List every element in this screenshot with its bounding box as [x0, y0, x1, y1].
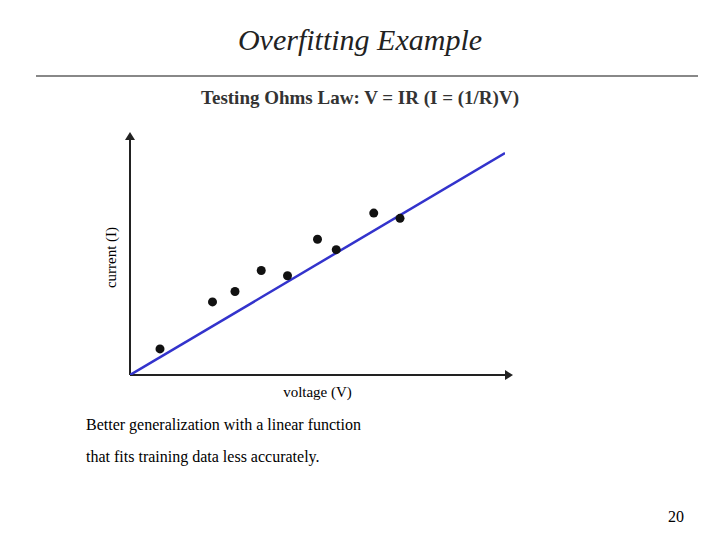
chart: Overfitting Example Testing Ohms Law: V =… — [0, 0, 720, 540]
fit-line — [130, 153, 505, 375]
x-axis-label: voltage (V) — [283, 384, 352, 401]
scatter-point — [369, 209, 378, 218]
x-axis — [130, 374, 505, 376]
scatter-point — [208, 297, 217, 306]
y-axis-arrow — [125, 132, 135, 140]
y-axis — [129, 140, 131, 375]
x-axis-arrow — [505, 370, 513, 380]
title: Overfitting Example — [238, 23, 482, 56]
page-number: 20 — [668, 508, 684, 525]
annotation: that fits training data less accurately. — [86, 448, 320, 466]
separator — [36, 75, 698, 77]
scatter-point — [257, 266, 266, 275]
y-axis-label: current (I) — [103, 227, 120, 288]
annotation: Better generalization with a linear func… — [86, 416, 361, 434]
scatter-point — [313, 235, 322, 244]
scatter-point — [156, 344, 165, 353]
plot-area — [130, 153, 505, 375]
scatter-point — [283, 271, 292, 280]
scatter-point — [396, 214, 405, 223]
scatter-point — [231, 287, 240, 296]
scatter-point — [332, 245, 341, 254]
subtitle: Testing Ohms Law: V = IR (I = (1/R)V) — [201, 87, 519, 109]
